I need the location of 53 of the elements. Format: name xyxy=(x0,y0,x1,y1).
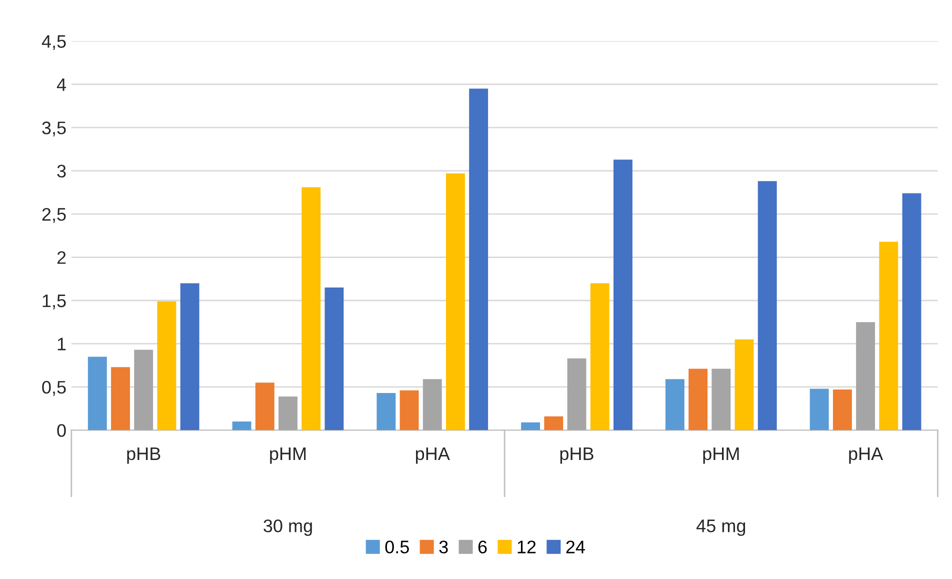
legend-label: 0.5 xyxy=(385,540,409,554)
bar xyxy=(376,393,396,430)
x-tick-label: pHB xyxy=(560,448,594,464)
bar xyxy=(255,382,274,430)
bar xyxy=(134,350,154,430)
y-tick-label: 0,5 xyxy=(42,380,66,396)
x-tick-label: pHA xyxy=(416,448,450,464)
y-tick-label: 2 xyxy=(57,251,66,264)
y-tick-label: 4,5 xyxy=(42,35,66,50)
bar xyxy=(832,390,852,430)
y-tick-label: 2,5 xyxy=(42,208,66,223)
bar xyxy=(88,356,107,430)
bar xyxy=(902,193,922,430)
legend-label: 12 xyxy=(518,540,536,554)
bar xyxy=(324,288,344,430)
bar xyxy=(469,88,488,430)
x-tick-label: pHA xyxy=(849,448,884,464)
bar xyxy=(278,396,298,430)
bar xyxy=(157,301,176,430)
bar xyxy=(688,368,708,430)
bar xyxy=(232,422,252,430)
bar xyxy=(400,390,419,430)
bar xyxy=(302,187,321,430)
legend-label: 6 xyxy=(478,540,487,554)
x-tick-label: pHM xyxy=(270,448,306,464)
y-tick-label: 1 xyxy=(58,338,66,350)
legend-label: 3 xyxy=(439,540,448,554)
y-tick-label: 4 xyxy=(56,78,66,91)
bar xyxy=(590,283,610,430)
bar xyxy=(712,368,731,430)
bar xyxy=(758,181,777,430)
bar xyxy=(734,339,754,430)
y-tick-label: 0 xyxy=(57,424,66,437)
bar xyxy=(879,242,898,430)
legend-label: 24 xyxy=(566,540,585,554)
bar xyxy=(810,388,829,430)
y-tick-label: 1,5 xyxy=(42,294,66,310)
text: 30 mg xyxy=(264,519,312,536)
y-tick-label: 3,5 xyxy=(42,122,66,136)
bar xyxy=(567,358,586,430)
x-tick-label: pHM xyxy=(703,448,739,464)
bar xyxy=(544,416,564,430)
bar xyxy=(665,379,684,430)
bar xyxy=(422,379,442,430)
text: 45 mg xyxy=(696,520,746,536)
y-tick-label: 3 xyxy=(57,164,66,178)
bar xyxy=(111,367,130,430)
bar xyxy=(613,160,632,430)
x-tick-label: pHB xyxy=(127,448,160,464)
bar xyxy=(180,283,200,430)
bar xyxy=(856,322,875,430)
bar xyxy=(521,422,540,430)
bar xyxy=(446,173,465,430)
